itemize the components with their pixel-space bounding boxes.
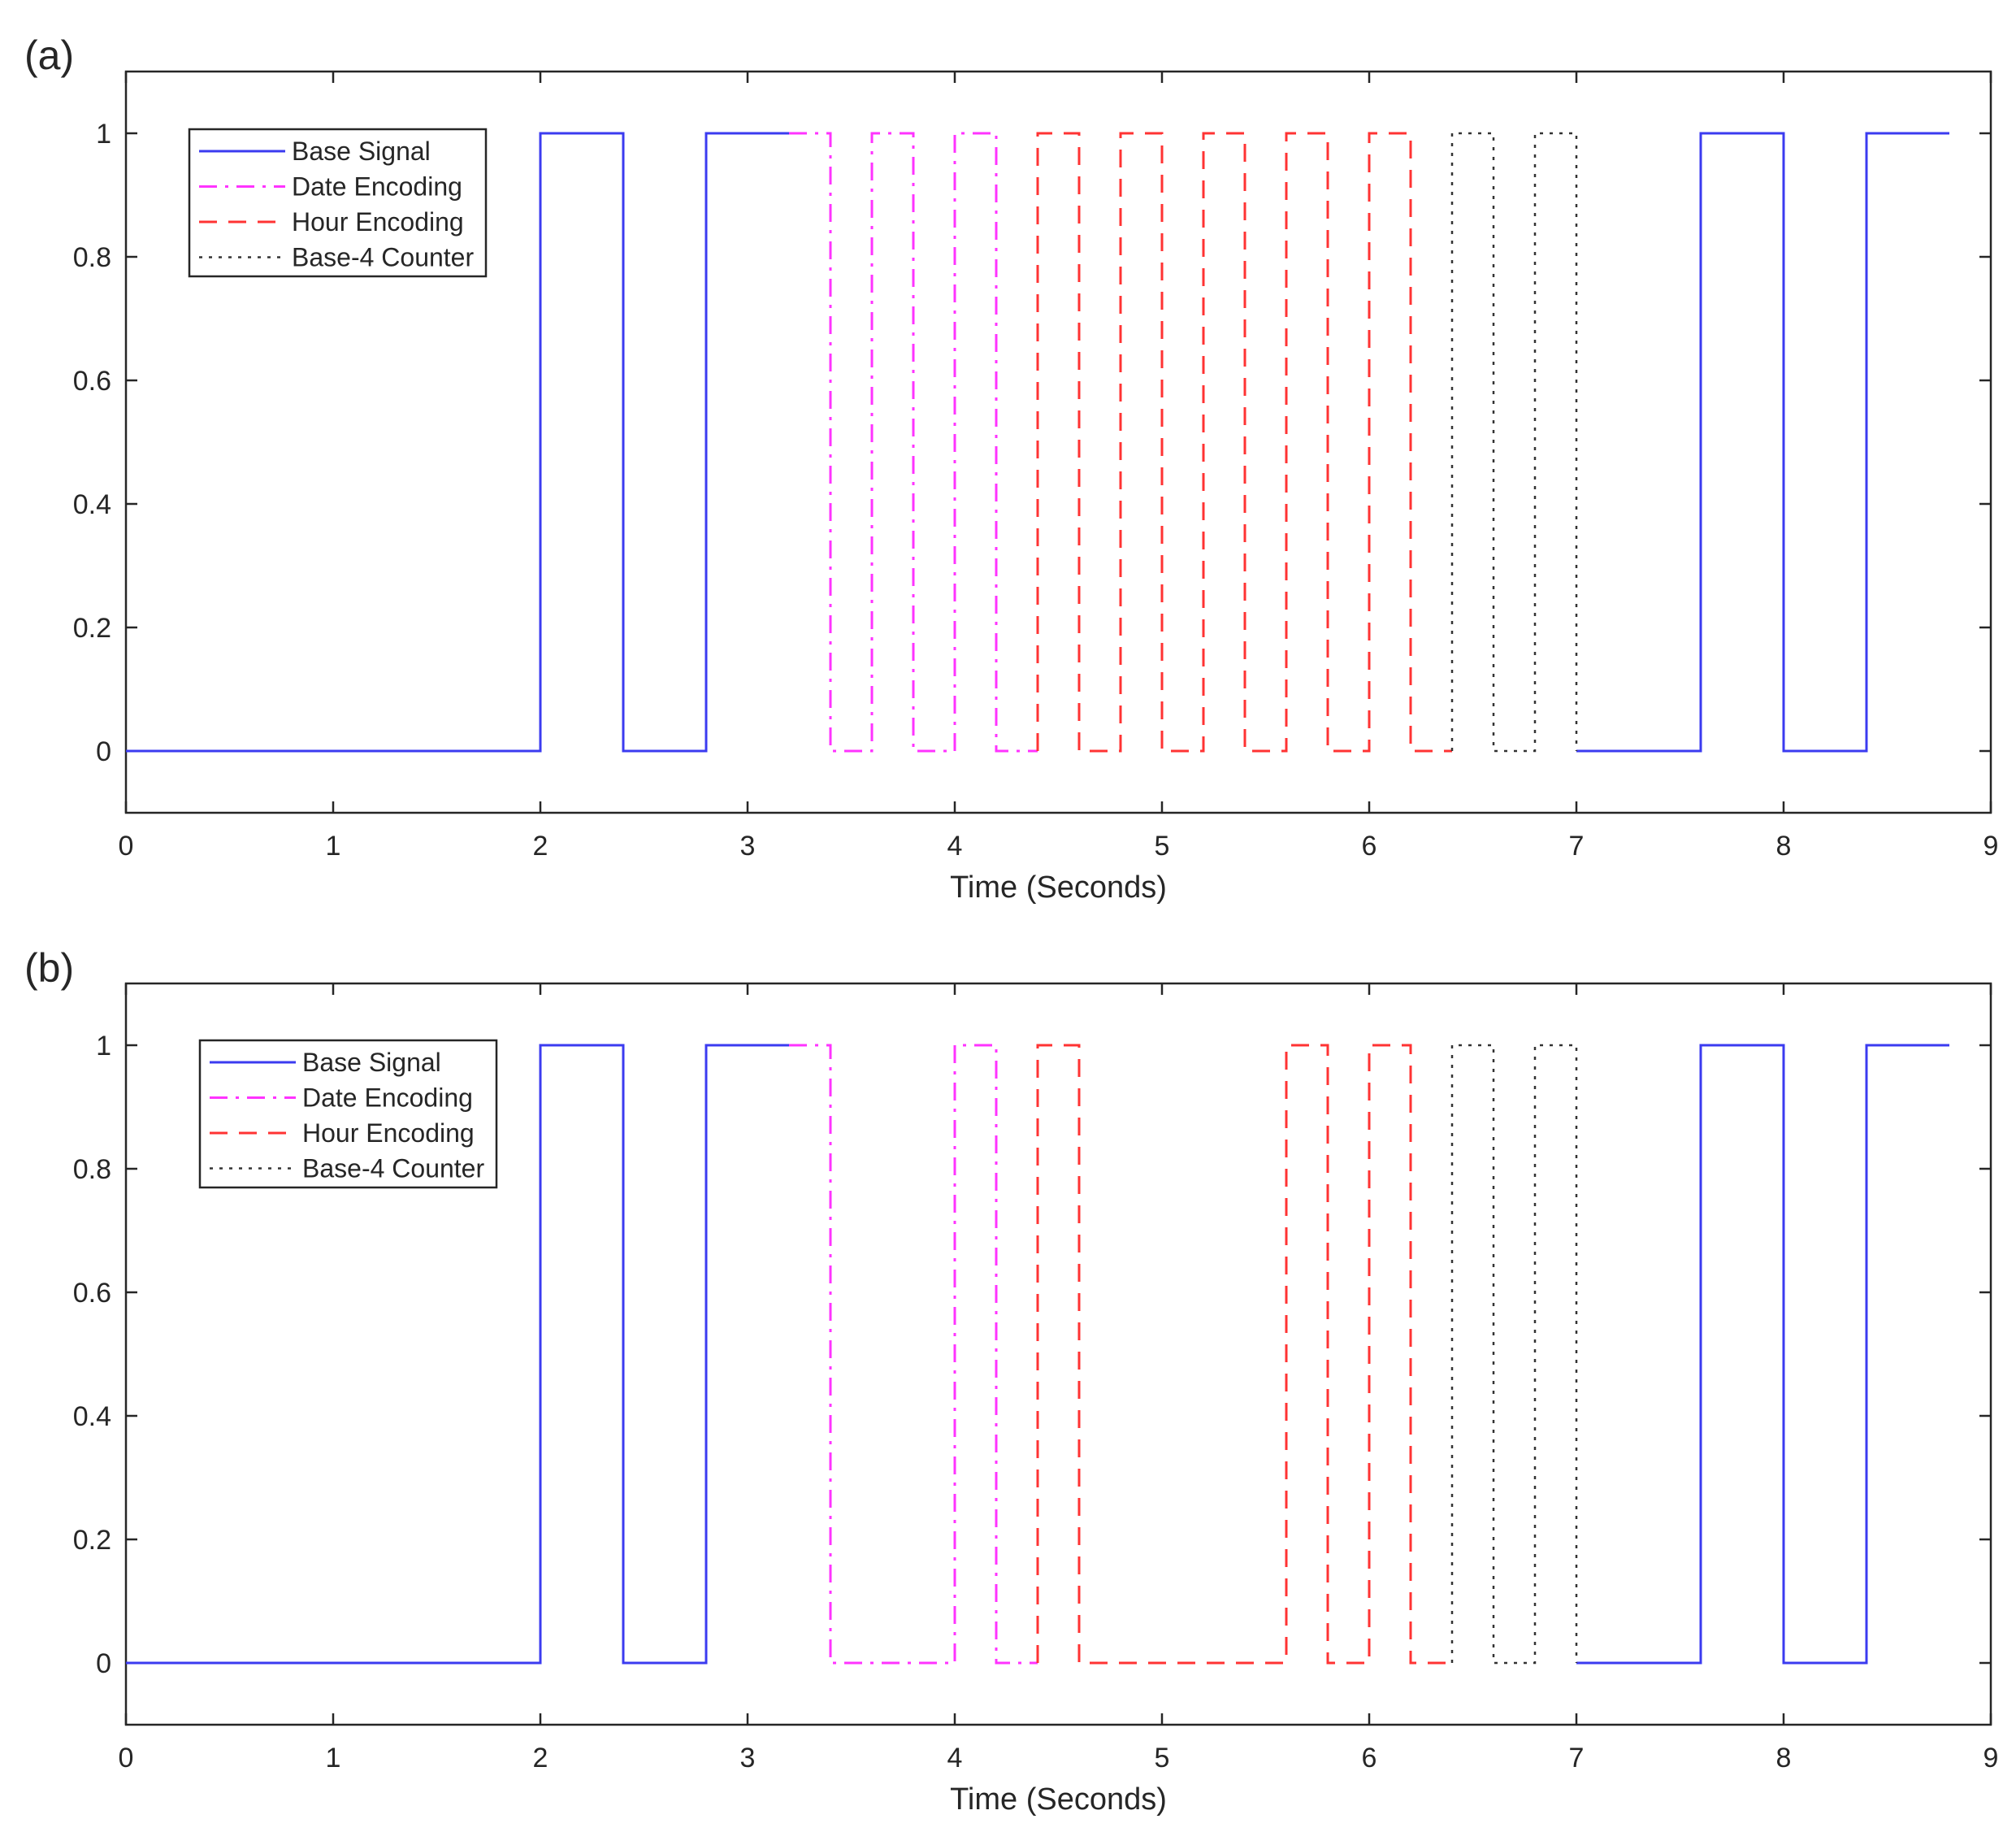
x-tick-label: 2: [533, 831, 548, 862]
panel-label: (b): [24, 945, 74, 991]
legend-label: Base Signal: [292, 137, 431, 166]
panel-b: (b) 0 1 2 3 4 5 6 7 8 9 0 0.2 0.4 0.6 0.8 1 Time (Seconds…: [24, 945, 1998, 1817]
y-tick-label: 0.8: [73, 1154, 111, 1185]
y-tick-label: 0: [96, 736, 111, 767]
legend-label: Hour Encoding: [302, 1118, 475, 1148]
series-line-base-signal: [1576, 1044, 1949, 1665]
x-tick-label: 6: [1362, 831, 1377, 862]
y-tick-label: 0.4: [73, 489, 111, 520]
y-tick-label: 0.2: [73, 1525, 111, 1556]
x-tick-label: 8: [1776, 831, 1792, 862]
series-line-base-4-counter: [1450, 132, 1578, 753]
x-tick-label: 7: [1569, 1743, 1585, 1773]
y-tick-label: 0.6: [73, 1278, 111, 1309]
series-line-date-encoding: [789, 1044, 1038, 1665]
legend-label: Base-4 Counter: [292, 243, 474, 272]
x-tick-label: 3: [740, 1743, 756, 1773]
x-tick-label: 5: [1155, 831, 1170, 862]
y-tick-label: 0.2: [73, 613, 111, 644]
legend-label: Date Encoding: [292, 172, 462, 202]
x-axis-label: Time (Seconds): [950, 1782, 1167, 1817]
x-tick-label: 4: [947, 831, 963, 862]
legend-label: Base-4 Counter: [302, 1154, 484, 1183]
x-tick-label: 5: [1155, 1743, 1170, 1773]
panel-a: (a) 0 1 2 3 4 5 6 7 8 9 0 0.2 0.4 0.6 0.8 1 Time (Seconds…: [24, 33, 1998, 905]
x-tick-label: 1: [326, 831, 341, 862]
x-tick-label: 6: [1362, 1743, 1377, 1773]
legend-label: Base Signal: [302, 1048, 441, 1077]
y-tick-label: 0.6: [73, 366, 111, 397]
x-tick-label: 0: [119, 831, 134, 862]
series-line-date-encoding: [789, 132, 1038, 753]
x-tick-label: 4: [947, 1743, 963, 1773]
x-tick-label: 3: [740, 831, 756, 862]
legend-box: [188, 128, 488, 278]
legend: Base Signal Date Encoding Hour Encoding Bas…: [198, 1039, 498, 1189]
y-tick-label: 1: [96, 1031, 111, 1061]
legend-box: [198, 1039, 498, 1189]
series-line-base-signal: [1576, 132, 1949, 753]
legend-label: Hour Encoding: [292, 207, 464, 237]
y-tick-label: 0: [96, 1648, 111, 1679]
x-tick-label: 0: [119, 1743, 134, 1773]
legend: Base Signal Date Encoding Hour Encoding Bas…: [188, 128, 488, 278]
x-tick-label: 8: [1776, 1743, 1792, 1773]
y-tick-label: 1: [96, 119, 111, 150]
x-tick-label: 9: [1983, 831, 1999, 862]
panel-label: (a): [24, 33, 74, 78]
x-tick-label: 7: [1569, 831, 1585, 862]
legend-label: Date Encoding: [302, 1083, 473, 1113]
series-line-base-4-counter: [1450, 1044, 1578, 1665]
y-tick-label: 0.4: [73, 1401, 111, 1432]
x-tick-label: 9: [1983, 1743, 1999, 1773]
series-line-base-signal: [126, 1044, 789, 1665]
x-axis-label: Time (Seconds): [950, 870, 1167, 905]
x-tick-label: 2: [533, 1743, 548, 1773]
series-line-base-signal: [126, 132, 789, 753]
series-line-hour-encoding: [1036, 1044, 1452, 1665]
series-line-hour-encoding: [1036, 132, 1452, 753]
x-tick-label: 1: [326, 1743, 341, 1773]
y-tick-label: 0.8: [73, 242, 111, 273]
